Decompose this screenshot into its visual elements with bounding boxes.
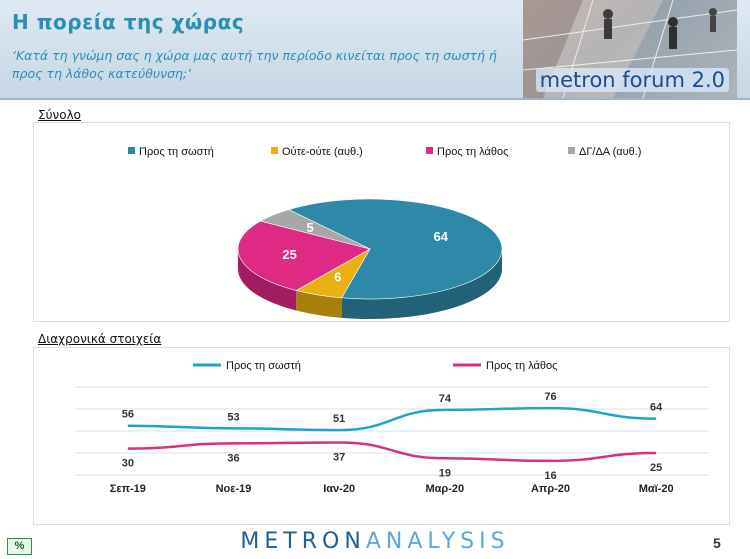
x-tick-label: Μαϊ-20 — [639, 483, 674, 495]
x-tick-label: Νοε-19 — [216, 483, 252, 495]
legend-label: Προς τη σωστή — [226, 360, 301, 372]
legend-marker — [128, 147, 135, 154]
series-line — [127, 441, 657, 463]
x-tick-label: Ιαν-20 — [323, 483, 355, 495]
line-panel — [33, 347, 730, 525]
brand-light-text: ANALYSIS — [365, 529, 510, 554]
pie-slice — [259, 209, 371, 250]
forum-logo: metron forum 2.0 — [523, 0, 737, 98]
page-title: Η πορεία της χώρας — [12, 10, 245, 34]
legend-label: ΔΓ/ΔΑ (αυθ.) — [579, 146, 641, 158]
metron-analysis-logo: METRONANALYSIS — [0, 529, 750, 554]
forum-logo-text: metron forum 2.0 — [535, 68, 729, 92]
line-data-label: 30 — [122, 458, 134, 470]
line-data-label: 16 — [544, 470, 556, 482]
percent-button[interactable]: % — [7, 538, 32, 555]
line-data-label: 56 — [122, 409, 134, 421]
line-data-label: 53 — [227, 411, 239, 423]
legend-label: Προς τη λάθος — [486, 360, 557, 372]
x-tick-label: Σεπ-19 — [110, 483, 146, 495]
legend-marker — [426, 147, 433, 154]
legend-label: Προς τη σωστή — [139, 146, 214, 158]
pie-data-label: 5 — [307, 220, 314, 235]
pie-chart: Προς τη σωστή Ούτε-ούτε (αυθ.) Προς τη λάθ… — [128, 146, 641, 319]
legend-marker — [568, 147, 575, 154]
line-data-label: 37 — [333, 451, 345, 463]
header-banner: Η πορεία της χώρας ‘Κατά τη γνώμη σας η … — [0, 0, 750, 100]
page-number: 5 — [713, 535, 721, 551]
pie-panel-label: Σύνολο — [38, 108, 82, 122]
pie-data-label: 6 — [334, 269, 341, 284]
pie-slice-side — [238, 249, 297, 311]
pie-slice-side — [341, 249, 502, 319]
pie-slice — [287, 198, 503, 300]
line-data-label: 25 — [650, 462, 662, 474]
page-subtitle: ‘Κατά τη γνώμη σας η χώρα μας αυτή την π… — [12, 48, 497, 81]
line-data-label: 64 — [650, 402, 663, 414]
line-panel-label: Διαχρονικά στοιχεία — [38, 332, 162, 346]
pie-slice — [237, 220, 371, 291]
line-data-label: 36 — [227, 452, 239, 464]
legend-label: Προς τη λάθος — [437, 146, 508, 158]
line-data-label: 51 — [333, 413, 345, 425]
line-data-label: 76 — [544, 391, 556, 403]
pie-data-label: 25 — [282, 247, 296, 262]
line-chart: Προς τη σωστή Προς τη λάθος 56 53 51 74 76 64 30… — [75, 360, 709, 495]
legend-label: Ούτε-ούτε (αυθ.) — [282, 146, 363, 158]
brand-dark-text: METRON — [240, 529, 366, 554]
series-line — [127, 406, 657, 432]
line-data-label: 74 — [439, 393, 452, 405]
legend-marker — [271, 147, 278, 154]
pie-slice-side — [296, 290, 342, 318]
x-tick-label: Απρ-20 — [531, 483, 570, 495]
line-data-label: 19 — [439, 467, 451, 479]
pie-data-label: 64 — [434, 229, 449, 244]
x-tick-label: Μαρ-20 — [426, 483, 465, 495]
